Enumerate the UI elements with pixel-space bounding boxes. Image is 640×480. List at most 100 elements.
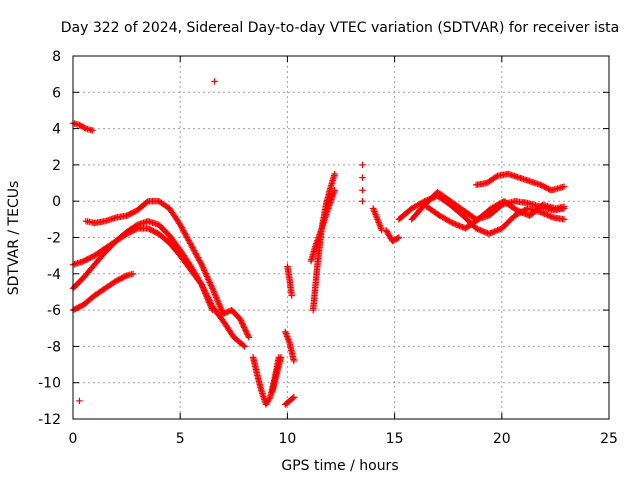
series-track: [553, 203, 566, 212]
series-track: [287, 394, 296, 404]
series-track: [92, 286, 108, 298]
y-tick-label: -4: [47, 267, 61, 283]
series-track: [286, 341, 297, 363]
series-track: [374, 217, 385, 232]
series-track: [146, 225, 161, 237]
series-track: [549, 183, 566, 194]
series-track: [484, 173, 500, 186]
series-track: [84, 125, 94, 134]
series-track: [156, 222, 172, 238]
x-tick-label: 5: [176, 431, 185, 447]
x-tick-label: 25: [600, 431, 618, 447]
series-track: [146, 218, 161, 228]
series-track: [390, 235, 401, 244]
y-axis-label: SDTVAR / TECUs: [6, 181, 22, 296]
series-track: [284, 264, 293, 281]
series-track: [310, 263, 321, 312]
data-points: [69, 78, 568, 408]
series-track: [199, 282, 215, 312]
series-track: [474, 225, 491, 237]
chart-title: Day 322 of 2024, Sidereal Day-to-day VTE…: [61, 20, 619, 36]
series-track: [103, 214, 118, 224]
series-track: [527, 202, 545, 218]
series-track: [318, 206, 331, 231]
series-track: [221, 307, 234, 317]
y-tick-label: 6: [52, 85, 61, 101]
series-track: [114, 273, 129, 284]
series-track: [199, 262, 215, 291]
series-track: [435, 189, 453, 204]
data-point: [76, 397, 83, 405]
series-track: [515, 207, 532, 219]
y-tick-label: -2: [47, 231, 61, 247]
series-track: [209, 286, 226, 316]
series-track: [396, 206, 414, 222]
series-track: [502, 198, 519, 213]
series-track: [177, 223, 194, 247]
series-track: [220, 319, 237, 340]
series-track: [125, 271, 135, 279]
data-point: [359, 198, 366, 205]
series-track: [229, 308, 243, 322]
series-track: [167, 206, 183, 227]
series-track: [424, 204, 442, 219]
series-track: [156, 198, 172, 211]
series-track: [437, 213, 455, 226]
series-track: [135, 199, 151, 213]
series-track: [103, 238, 118, 251]
series-track: [231, 335, 247, 349]
series-track: [254, 373, 265, 394]
series-track: [499, 213, 517, 231]
data-point: [359, 187, 366, 194]
series-track: [474, 180, 489, 188]
y-tick-label: 0: [52, 194, 61, 210]
series-track: [71, 120, 82, 128]
series-track: [327, 172, 338, 191]
y-tick-label: -10: [38, 376, 61, 392]
series-track: [250, 355, 261, 378]
series-track: [114, 212, 129, 221]
y-tick-label: 2: [52, 158, 61, 174]
series-track: [71, 258, 86, 268]
series-track: [92, 246, 108, 258]
series-track: [551, 214, 566, 223]
series-track: [487, 225, 504, 237]
series-track: [538, 209, 556, 221]
data-point: [209, 306, 216, 314]
series-track: [113, 229, 129, 244]
series-track: [325, 188, 338, 211]
y-tick-label: -6: [47, 303, 61, 319]
ticks: 0 5 10 15 20 25 -12 -10 -8 -6 -4 -2 0 2 4 6 8: [38, 49, 618, 447]
data-point: [219, 310, 227, 317]
x-tick-label: 15: [386, 431, 404, 447]
series-track: [81, 262, 97, 280]
series-track: [92, 218, 107, 226]
series-track: [538, 182, 553, 193]
series-track: [308, 244, 318, 263]
series-track: [269, 371, 280, 394]
series-track: [81, 253, 97, 264]
series-track: [476, 206, 494, 222]
series-track: [409, 202, 427, 222]
x-tick-label: 10: [278, 431, 296, 447]
series-track: [461, 207, 478, 222]
data-point: [485, 230, 493, 238]
series-track: [146, 198, 161, 205]
series-track: [167, 233, 183, 253]
series-track: [517, 174, 532, 184]
series-track: [463, 217, 481, 231]
data-point: [211, 78, 218, 85]
series-track: [370, 206, 381, 221]
data-point: [198, 261, 205, 268]
series-track: [312, 226, 325, 249]
series-track: [528, 178, 543, 188]
x-tick-label: 0: [69, 431, 78, 447]
y-tick-label: 8: [52, 49, 61, 65]
series-track: [188, 264, 205, 287]
x-axis-label: GPS time / hours: [281, 458, 398, 474]
series-track: [237, 317, 252, 340]
series-track: [135, 225, 150, 232]
data-point: [359, 174, 366, 181]
data-point: [359, 161, 366, 169]
